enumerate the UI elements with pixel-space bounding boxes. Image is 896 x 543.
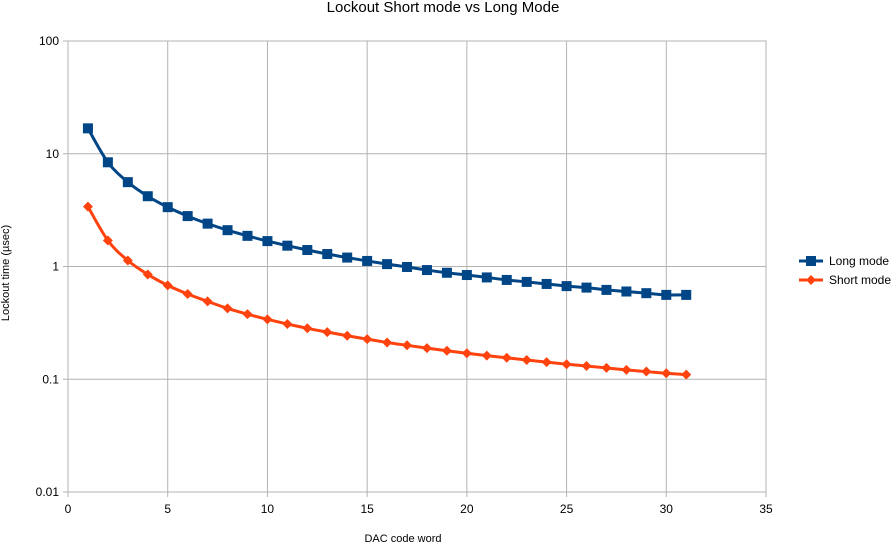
data-point-short-mode	[581, 361, 592, 372]
data-point-short-mode	[102, 235, 113, 246]
data-point-long-mode	[461, 270, 472, 281]
legend-swatch-marker	[806, 275, 816, 285]
y-tick-label: 1	[52, 260, 59, 274]
data-point-long-mode	[202, 218, 213, 229]
x-tick-label: 20	[460, 502, 474, 516]
data-point-long-mode	[621, 286, 632, 297]
data-point-short-mode	[322, 327, 333, 338]
legend: Long mode Short mode	[799, 254, 891, 287]
legend-swatch-marker	[806, 256, 816, 266]
data-point-long-mode	[501, 274, 512, 285]
data-point-long-mode	[561, 281, 572, 292]
series-line-short-mode	[86, 205, 687, 377]
series-layer	[82, 123, 692, 380]
data-point-short-mode	[461, 348, 472, 359]
data-point-short-mode	[661, 368, 672, 379]
data-point-short-mode	[282, 319, 293, 330]
x-tick-label: 10	[261, 502, 275, 516]
data-point-short-mode	[362, 334, 373, 345]
data-point-short-mode	[202, 296, 213, 307]
data-point-long-mode	[162, 202, 173, 213]
data-point-short-mode	[222, 303, 233, 314]
legend-label: Short mode	[829, 273, 891, 287]
data-point-long-mode	[382, 259, 393, 270]
x-tick-label: 30	[660, 502, 674, 516]
x-tick-label: 5	[164, 502, 171, 516]
y-axis-label: Lockout time (µsec)	[0, 225, 12, 321]
data-point-long-mode	[322, 249, 333, 260]
y-tick-label: 0.01	[36, 485, 60, 499]
data-point-long-mode	[601, 284, 612, 295]
data-point-short-mode	[242, 309, 253, 320]
y-axis-ticks: 0.01 0.1 1 10 100	[36, 34, 68, 499]
data-point-short-mode	[382, 337, 393, 348]
data-point-short-mode	[302, 323, 313, 334]
data-point-long-mode	[82, 123, 93, 134]
data-point-short-mode	[641, 366, 652, 377]
x-tick-label: 15	[360, 502, 374, 516]
data-point-short-mode	[342, 330, 353, 341]
data-point-long-mode	[441, 267, 452, 278]
data-point-long-mode	[481, 272, 492, 283]
data-point-short-mode	[681, 369, 692, 380]
data-point-short-mode	[601, 362, 612, 373]
data-point-long-mode	[641, 288, 652, 299]
x-axis-label: DAC code word	[364, 533, 441, 543]
data-point-short-mode	[441, 345, 452, 356]
data-point-short-mode	[621, 364, 632, 375]
data-point-long-mode	[262, 236, 273, 247]
legend-item-long-mode: Long mode	[799, 254, 889, 268]
series-short-mode	[82, 201, 692, 380]
grid	[67, 40, 767, 493]
x-tick-label: 25	[560, 502, 574, 516]
data-point-long-mode	[581, 282, 592, 293]
data-point-long-mode	[402, 261, 413, 272]
data-point-short-mode	[561, 359, 572, 370]
data-point-long-mode	[362, 255, 373, 266]
x-tick-label: 35	[759, 502, 773, 516]
data-point-short-mode	[481, 350, 492, 361]
data-point-short-mode	[122, 255, 133, 266]
x-tick-label: 0	[65, 502, 72, 516]
data-point-short-mode	[501, 352, 512, 363]
data-point-short-mode	[421, 343, 432, 354]
legend-label: Long mode	[829, 254, 889, 268]
series-long-mode	[82, 123, 692, 300]
data-point-long-mode	[182, 211, 193, 222]
data-point-long-mode	[142, 191, 153, 202]
data-point-long-mode	[541, 278, 552, 289]
data-point-short-mode	[162, 280, 173, 291]
y-tick-label: 100	[39, 34, 59, 48]
data-point-long-mode	[302, 245, 313, 256]
y-tick-label: 0.1	[42, 372, 59, 386]
data-point-short-mode	[182, 289, 193, 300]
legend-item-short-mode: Short mode	[799, 273, 891, 287]
data-point-long-mode	[242, 230, 253, 241]
x-axis-ticks: 0 5 10 15 20 25 30 35	[65, 492, 773, 516]
data-point-short-mode	[82, 201, 93, 212]
data-point-short-mode	[521, 355, 532, 366]
chart-title: Lockout Short mode vs Long Mode	[327, 0, 560, 16]
data-point-short-mode	[541, 357, 552, 368]
data-point-short-mode	[262, 314, 273, 325]
data-point-short-mode	[402, 340, 413, 351]
data-point-long-mode	[661, 289, 672, 300]
data-point-long-mode	[681, 289, 692, 300]
y-tick-label: 10	[46, 147, 60, 161]
data-point-long-mode	[282, 240, 293, 251]
data-point-long-mode	[222, 225, 233, 236]
data-point-long-mode	[421, 265, 432, 276]
data-point-long-mode	[122, 177, 133, 188]
data-point-long-mode	[102, 157, 113, 168]
data-point-long-mode	[342, 252, 353, 263]
data-point-long-mode	[521, 276, 532, 287]
data-point-short-mode	[142, 269, 153, 280]
